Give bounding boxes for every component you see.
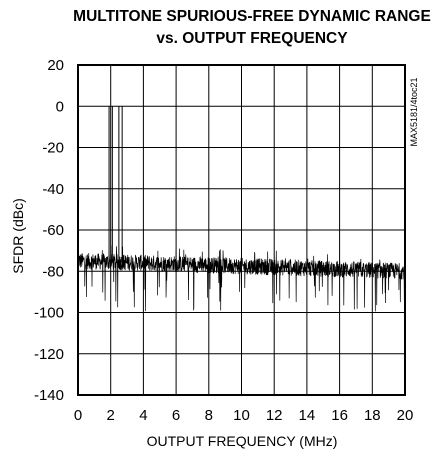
x-tick-label: 4	[139, 407, 147, 424]
x-axis-label: OUTPUT FREQUENCY (MHz)	[147, 433, 338, 449]
x-tick-labels: 0 2 4 6 8 10 12 14 16 18 20	[74, 407, 414, 424]
y-tick-label: -20	[42, 140, 64, 157]
x-tick-label: 12	[266, 407, 283, 424]
x-tick-label: 18	[364, 407, 381, 424]
x-tick-label: 0	[74, 407, 82, 424]
y-tick-label: -140	[34, 387, 64, 404]
x-tick-label: 14	[299, 407, 316, 424]
y-tick-label: 20	[47, 57, 64, 74]
plot-data	[77, 106, 406, 312]
y-tick-label: -80	[42, 263, 64, 280]
chart-title-line-1: MULTITONE SPURIOUS-FREE DYNAMIC RANGE	[73, 8, 431, 25]
y-tick-label: -120	[34, 346, 64, 363]
x-tick-label: 8	[205, 407, 213, 424]
plot-frame	[77, 64, 406, 396]
y-tick-label: 0	[56, 98, 64, 115]
grid	[77, 64, 406, 396]
x-tick-label: 2	[107, 407, 115, 424]
y-tick-label: -60	[42, 222, 64, 239]
x-tick-label: 6	[172, 407, 180, 424]
y-tick-label: -40	[42, 181, 64, 198]
y-tick-label: -100	[34, 305, 64, 322]
x-tick-label: 16	[331, 407, 348, 424]
y-axis-label: SFDR (dBc)	[10, 198, 26, 273]
x-tick-label: 10	[233, 407, 250, 424]
y-tick-labels: 20 0 -20 -40 -60 -80 -100 -120 -140	[34, 57, 64, 404]
chart-title-line-2: vs. OUTPUT FREQUENCY	[156, 30, 348, 47]
figure-id-note: MAX5181/4toc21	[409, 77, 419, 146]
x-tick-label: 20	[397, 407, 414, 424]
noise-floor-trace	[77, 245, 406, 312]
chart-title: MULTITONE SPURIOUS-FREE DYNAMIC RANGE vs…	[73, 8, 431, 47]
